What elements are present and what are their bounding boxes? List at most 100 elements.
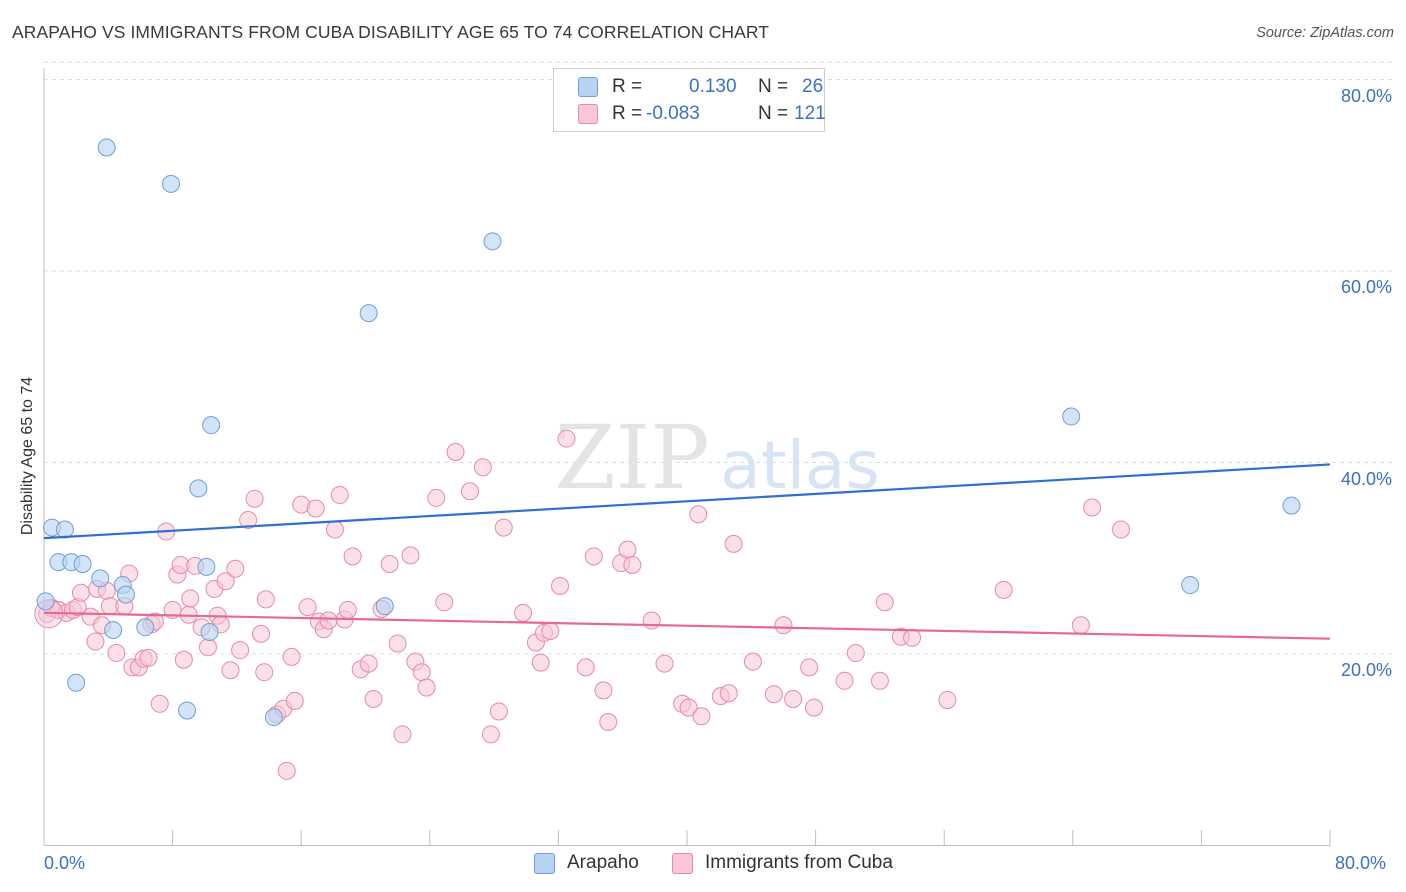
n-label: N = [758, 76, 789, 97]
data-point-cuba [231, 641, 250, 660]
data-point-cuba [245, 489, 264, 508]
data-point-cuba [446, 442, 465, 461]
data-point-arapaho [202, 416, 221, 435]
data-point-cuba [86, 632, 105, 651]
y-axis-label: Disability Age 65 to 74 [19, 376, 36, 536]
source-credit: Source: ZipAtlas.com [1256, 25, 1394, 41]
data-point-cuba [1083, 498, 1102, 517]
data-point-cuba [364, 690, 383, 709]
r-label: R = [612, 103, 643, 124]
legend-swatch-arapaho [578, 77, 598, 97]
data-point-arapaho [67, 673, 86, 692]
data-point-arapaho [73, 554, 92, 573]
watermark-zip: ZIP [554, 406, 709, 509]
data-point-cuba [557, 429, 576, 448]
data-point-cuba [226, 559, 245, 578]
trend-line-cuba [43, 611, 1331, 640]
data-point-cuba [576, 658, 595, 677]
trend-lines [43, 463, 1331, 640]
data-point-cuba [107, 644, 126, 663]
data-point-cuba [618, 540, 637, 559]
data-point-arapaho [359, 304, 378, 323]
data-point-cuba [541, 622, 560, 641]
data-point-cuba [256, 590, 275, 609]
data-point-cuba [743, 652, 762, 671]
data-point-cuba [679, 698, 698, 717]
data-point-cuba [71, 583, 90, 602]
data-point-cuba [599, 712, 618, 731]
data-point-arapaho [200, 622, 219, 641]
data-point-cuba [285, 691, 304, 710]
grid-lines [44, 61, 1392, 655]
axes [43, 68, 1331, 846]
data-point-cuba [489, 702, 508, 721]
data-point-arapaho [178, 701, 197, 720]
legend-label-arapaho: Arapaho [567, 852, 639, 873]
series-arapaho [36, 138, 1301, 727]
data-point-cuba [330, 486, 349, 505]
data-point-cuba [800, 658, 819, 677]
y-tick-label: 20.0% [1340, 660, 1392, 680]
data-point-cuba [494, 518, 513, 537]
data-point-cuba [435, 593, 454, 612]
data-point-cuba [584, 547, 603, 566]
data-point-arapaho [55, 520, 74, 539]
data-point-cuba [1112, 520, 1131, 539]
data-point-arapaho [1181, 576, 1200, 595]
data-point-cuba [319, 611, 338, 630]
y-tick-label: 40.0% [1340, 468, 1392, 489]
data-point-cuba [724, 534, 743, 553]
data-point-cuba [239, 510, 258, 529]
data-point-cuba [388, 634, 407, 653]
legend-swatch-arapaho [534, 853, 555, 874]
data-point-cuba [338, 600, 357, 619]
data-point-cuba [393, 725, 412, 744]
data-point-cuba [282, 647, 301, 666]
chart-title: ARAPAHO VS IMMIGRANTS FROM CUBA DISABILI… [12, 22, 770, 42]
data-point-arapaho [375, 597, 394, 616]
watermark: ZIP atlas [554, 406, 879, 509]
data-point-cuba [623, 555, 642, 574]
data-point-cuba [277, 761, 296, 780]
data-point-cuba [460, 482, 479, 501]
data-point-cuba [221, 661, 240, 680]
data-point-cuba [846, 644, 865, 663]
data-point-cuba [380, 554, 399, 573]
data-point-cuba [835, 671, 854, 690]
data-point-cuba [531, 653, 550, 672]
data-point-cuba [427, 488, 446, 507]
data-point-cuba [875, 593, 894, 612]
data-point-arapaho [189, 479, 208, 498]
n-label: N = [758, 103, 789, 124]
legend-swatch-cuba [578, 104, 598, 124]
data-point-cuba [514, 603, 533, 622]
legend-swatch-cuba [672, 853, 693, 874]
y-tick-label: 60.0% [1340, 277, 1392, 297]
correlation-legend: R = 0.130 N = 26 R = -0.083 N = 121 [553, 68, 826, 132]
data-point-arapaho [483, 232, 502, 251]
data-point-cuba [642, 611, 661, 630]
data-point-cuba [150, 694, 169, 713]
data-point-cuba [903, 628, 922, 647]
data-point-cuba [1071, 616, 1090, 635]
data-point-cuba [692, 707, 711, 726]
data-point-cuba [139, 648, 158, 667]
data-point-cuba [298, 598, 317, 617]
data-point-cuba [764, 685, 783, 704]
data-point-arapaho [1062, 407, 1081, 426]
data-point-arapaho [136, 618, 155, 637]
data-point-cuba [774, 616, 793, 635]
data-point-arapaho [161, 174, 180, 193]
x-tick-label-max: 80.0% [1335, 853, 1387, 873]
data-point-cuba [481, 725, 500, 744]
data-point-cuba [412, 663, 431, 682]
r-value: 0.130 [689, 76, 737, 97]
data-point-arapaho [91, 569, 110, 588]
data-point-cuba [306, 499, 325, 518]
data-point-cuba [252, 624, 271, 643]
data-point-arapaho [36, 592, 55, 611]
data-point-cuba [181, 589, 200, 608]
data-point-cuba [594, 681, 613, 700]
data-point-cuba [255, 663, 274, 682]
